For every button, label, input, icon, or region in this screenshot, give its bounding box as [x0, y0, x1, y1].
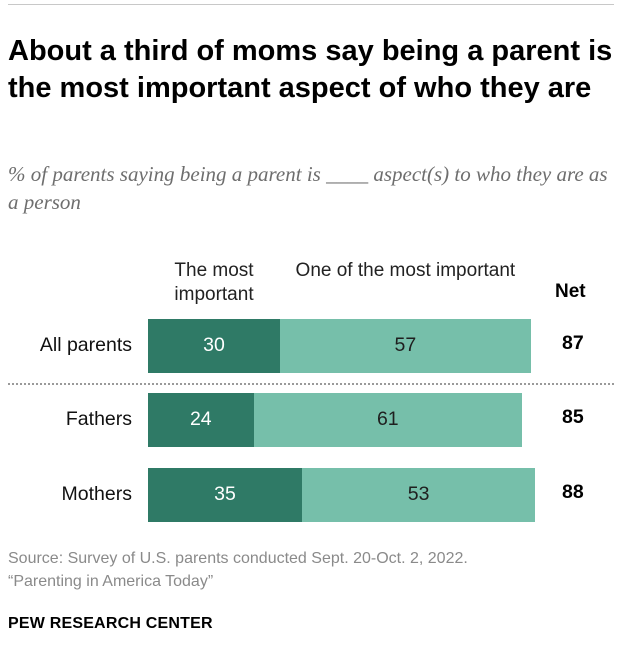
bar-segment-most-important: [148, 393, 254, 447]
bar-value-label: 30: [203, 334, 225, 356]
net-value: 85: [562, 406, 584, 428]
bar-segment-one-of-most-important: [280, 319, 531, 373]
row-label-all-parents: All parents: [39, 334, 132, 356]
legend-most-important: The most important: [174, 260, 254, 305]
bar-value-label: 35: [214, 483, 236, 505]
bar-value-label: 61: [376, 408, 399, 430]
source-note: Source: Survey of U.S. parents conducted…: [8, 547, 468, 593]
bar-segment-one-of-most-important: [253, 393, 522, 447]
source-line-2: “Parenting in America Today”: [8, 573, 214, 590]
chart-subtitle: % of parents saying being a parent is __…: [8, 162, 608, 214]
top-rule: [8, 4, 614, 5]
bar-value-label: 24: [189, 408, 212, 430]
bar-value-label: 57: [394, 334, 417, 356]
net-value: 88: [562, 481, 584, 503]
bar-segment-most-important: [148, 319, 280, 373]
row-label-fathers: Fathers: [65, 408, 132, 430]
net-header: Net: [555, 281, 586, 302]
legend-one-of-most-important: One of the most important: [295, 260, 516, 281]
chart-title: About a third of moms say being a parent…: [8, 35, 613, 104]
net-value: 87: [562, 332, 584, 354]
row-divider: [8, 383, 614, 385]
row-label-mothers: Mothers: [61, 483, 132, 505]
source-line-1: Source: Survey of U.S. parents conducted…: [8, 550, 468, 567]
bar-segment-one-of-most-important: [302, 468, 536, 522]
bar-segment-most-important: [148, 468, 302, 522]
brand-logo-text: PEW RESEARCH CENTER: [8, 615, 213, 632]
bar-value-label: 53: [407, 483, 430, 505]
